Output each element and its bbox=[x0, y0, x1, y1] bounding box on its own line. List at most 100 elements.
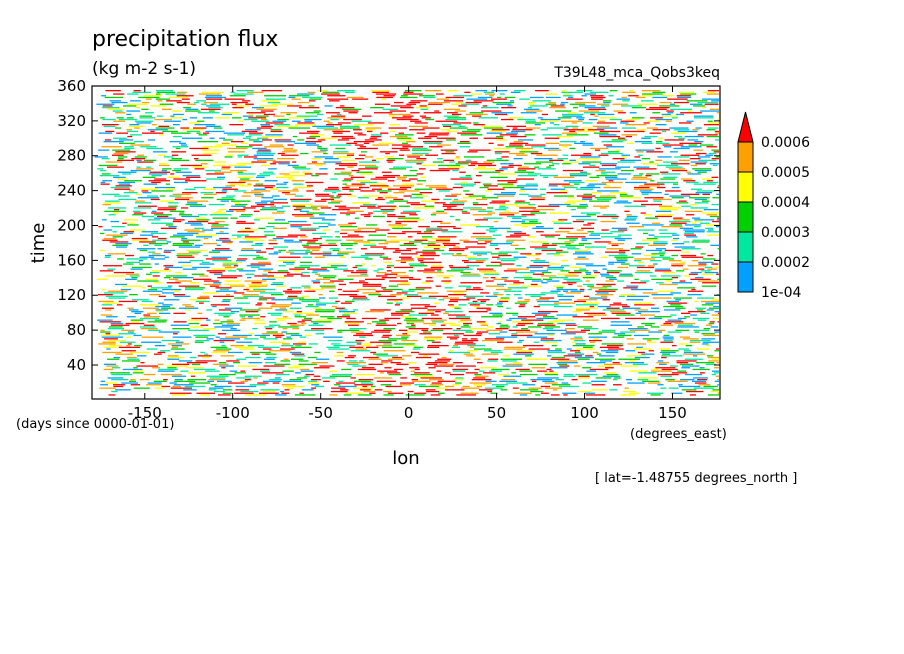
heatmap-cell bbox=[652, 297, 672, 299]
heatmap-cell bbox=[194, 168, 205, 170]
heatmap-cell bbox=[134, 156, 147, 158]
heatmap-cell bbox=[473, 124, 485, 126]
heatmap-cell bbox=[604, 372, 617, 374]
heatmap-cell bbox=[625, 379, 632, 381]
heatmap-cell bbox=[416, 232, 435, 235]
heatmap-cell bbox=[616, 258, 628, 260]
heatmap-cell bbox=[591, 98, 603, 100]
heatmap-cell bbox=[476, 237, 496, 240]
heatmap-cell bbox=[594, 271, 601, 274]
heatmap-cell bbox=[431, 382, 442, 384]
heatmap-cell bbox=[516, 350, 534, 352]
heatmap-cell bbox=[420, 297, 437, 299]
heatmap-cell bbox=[539, 175, 558, 177]
heatmap-cell bbox=[270, 314, 281, 316]
heatmap-cell bbox=[107, 108, 125, 110]
heatmap-cell bbox=[288, 96, 296, 99]
heatmap-cell bbox=[315, 193, 330, 195]
heatmap-cell bbox=[130, 268, 143, 270]
heatmap-cell bbox=[630, 282, 647, 284]
heatmap-cell bbox=[399, 384, 411, 386]
heatmap-cell bbox=[155, 98, 170, 100]
heatmap-cell bbox=[307, 304, 314, 306]
y-tick-label: 240 bbox=[57, 182, 86, 200]
heatmap-cell bbox=[467, 151, 478, 153]
heatmap-cell bbox=[143, 314, 151, 316]
heatmap-cell bbox=[702, 343, 709, 345]
heatmap-cell bbox=[408, 328, 429, 330]
heatmap-cell bbox=[508, 152, 525, 155]
heatmap-cell bbox=[367, 239, 387, 241]
heatmap-cell bbox=[637, 351, 645, 354]
heatmap-cell bbox=[333, 355, 344, 357]
heatmap-cell bbox=[416, 183, 423, 185]
heatmap-cell bbox=[214, 161, 226, 163]
heatmap-cell bbox=[545, 142, 560, 144]
heatmap-cell bbox=[717, 321, 719, 323]
heatmap-cell bbox=[518, 166, 529, 168]
heatmap-cell bbox=[479, 370, 485, 372]
heatmap-cell bbox=[442, 125, 452, 127]
heatmap-cell bbox=[239, 309, 261, 311]
heatmap-cell bbox=[264, 95, 286, 97]
heatmap-cell bbox=[348, 355, 356, 357]
heatmap-cell bbox=[308, 288, 324, 291]
heatmap-cell bbox=[634, 304, 655, 306]
heatmap-cell bbox=[542, 328, 554, 330]
heatmap-cell bbox=[122, 360, 141, 362]
heatmap-cell bbox=[580, 329, 590, 331]
heatmap-cell bbox=[260, 336, 266, 338]
heatmap-cell bbox=[127, 331, 134, 333]
heatmap-cell bbox=[591, 96, 606, 99]
heatmap-cell bbox=[348, 360, 357, 362]
heatmap-cell bbox=[672, 183, 678, 185]
heatmap-cell bbox=[261, 90, 283, 92]
heatmap-cell bbox=[599, 360, 613, 362]
heatmap-cell bbox=[612, 362, 620, 364]
heatmap-cell bbox=[382, 334, 392, 337]
heatmap-cell bbox=[688, 144, 697, 146]
heatmap-cell bbox=[268, 239, 277, 241]
heatmap-cell bbox=[152, 253, 161, 255]
heatmap-cell bbox=[100, 331, 111, 333]
heatmap-cell bbox=[395, 302, 403, 304]
heatmap-cell bbox=[479, 270, 496, 272]
heatmap-cell bbox=[132, 91, 151, 93]
heatmap-cell bbox=[676, 95, 691, 97]
heatmap-cell bbox=[650, 307, 660, 309]
heatmap-cell bbox=[185, 203, 203, 206]
heatmap-cell bbox=[299, 132, 319, 134]
heatmap-cell bbox=[113, 385, 123, 388]
heatmap-cell bbox=[172, 346, 179, 348]
heatmap-cell bbox=[107, 377, 124, 379]
heatmap-cell bbox=[362, 195, 380, 197]
heatmap-cell bbox=[542, 278, 553, 280]
heatmap-cell bbox=[627, 343, 646, 345]
heatmap-cell bbox=[498, 251, 519, 253]
heatmap-cell bbox=[335, 163, 358, 165]
heatmap-cell bbox=[255, 176, 265, 178]
heatmap-cell bbox=[497, 180, 518, 182]
heatmap-cell bbox=[498, 207, 509, 209]
heatmap-cell bbox=[517, 297, 523, 299]
heatmap-cell bbox=[357, 368, 377, 371]
heatmap-cell bbox=[141, 190, 149, 192]
heatmap-cell bbox=[515, 200, 525, 202]
heatmap-cell bbox=[383, 248, 400, 250]
heatmap-cell bbox=[393, 166, 413, 168]
heatmap-cell bbox=[473, 384, 486, 386]
experiment-label: T39L48_mca_Qobs3keq bbox=[553, 65, 720, 81]
heatmap-cell bbox=[717, 217, 719, 219]
heatmap-cell bbox=[244, 394, 267, 396]
heatmap-cell bbox=[511, 372, 517, 374]
heatmap-cell bbox=[111, 226, 125, 228]
heatmap-cell bbox=[425, 154, 438, 156]
heatmap-cell bbox=[343, 118, 362, 121]
heatmap-cell bbox=[448, 265, 453, 267]
heatmap-cell bbox=[101, 146, 122, 148]
heatmap-cell bbox=[648, 265, 655, 267]
heatmap-cell bbox=[216, 210, 222, 212]
heatmap-cell bbox=[547, 350, 562, 352]
heatmap-cell bbox=[545, 96, 561, 99]
heatmap-cell bbox=[111, 373, 133, 376]
